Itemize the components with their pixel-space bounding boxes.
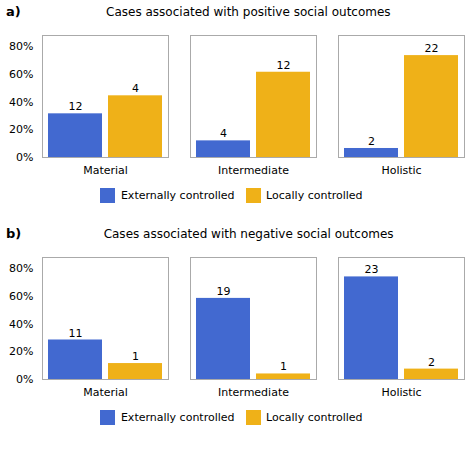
svg-text:0%: 0% [16,373,33,386]
svg-text:Material: Material [83,386,128,399]
svg-text:Holistic: Holistic [381,386,421,399]
html-text:Locally controlled: Locally controlled [266,410,363,424]
svg-text:19: 19 [217,284,231,297]
svg-text:80%: 80% [9,262,33,275]
svg-text:Intermediate: Intermediate [218,164,289,177]
svg-text:4: 4 [132,82,139,95]
svg-text:20%: 20% [9,123,33,136]
svg-text:60%: 60% [9,289,33,302]
svg-text:4: 4 [220,127,227,140]
svg-text:20%: 20% [9,345,33,358]
html-text:Cases associated with positive: Cases associated with positive social ou… [106,5,391,19]
svg-text:2: 2 [428,355,435,368]
svg-text:60%: 60% [9,68,33,81]
html-text:Cases associated with negative: Cases associated with negative social ou… [103,226,394,241]
svg-text:22: 22 [425,42,439,55]
html-text:Externally controlled: Externally controlled [120,410,235,424]
svg-text:1: 1 [280,360,287,373]
html-text:Externally controlled: Externally controlled [120,189,235,202]
svg-text:2: 2 [368,135,375,148]
svg-text:23: 23 [365,263,379,276]
html-text:a): a) [6,4,21,19]
svg-text:Material: Material [83,164,128,177]
svg-text:0%: 0% [16,151,33,164]
svg-text:Holistic: Holistic [381,164,421,177]
svg-text:12: 12 [69,100,83,113]
svg-text:1: 1 [132,350,139,363]
html-text:b): b) [6,225,22,241]
svg-text:80%: 80% [9,40,33,53]
svg-text:12: 12 [277,59,291,72]
svg-text:11: 11 [69,326,83,339]
svg-text:Intermediate: Intermediate [218,386,289,399]
html-text:Locally controlled: Locally controlled [266,189,363,202]
svg-text:40%: 40% [9,317,33,330]
svg-text:40%: 40% [9,96,33,109]
